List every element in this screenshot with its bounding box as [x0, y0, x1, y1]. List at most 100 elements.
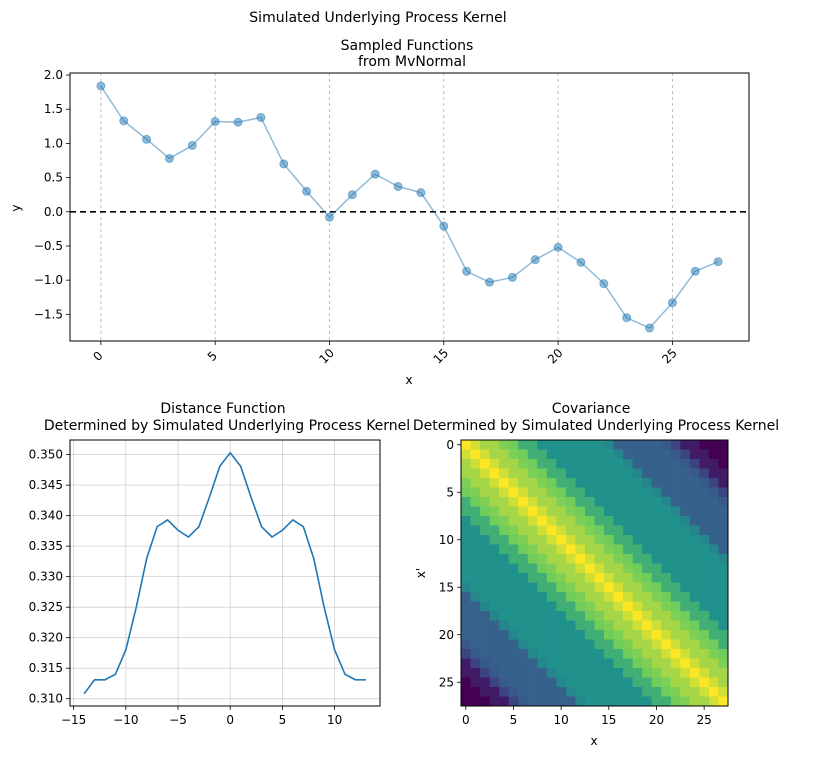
covariance-cell	[480, 478, 491, 488]
covariance-cell	[499, 506, 510, 517]
covariance-cell	[661, 478, 672, 488]
covariance-cell	[480, 544, 491, 555]
covariance-cell	[518, 687, 529, 697]
covariance-cell	[508, 487, 519, 498]
covariance-cell	[518, 658, 529, 669]
covariance-cell	[594, 582, 605, 593]
covariance-cell	[480, 459, 491, 469]
covariance-cell	[613, 573, 624, 583]
covariance-cell	[613, 516, 624, 526]
covariance-cell	[594, 478, 605, 488]
covariance-cell	[480, 668, 491, 678]
covariance-cell	[480, 525, 491, 536]
covariance-cell	[718, 639, 729, 650]
covariance-cell	[546, 658, 557, 669]
covariance-cell	[489, 601, 500, 612]
covariance-cell	[518, 487, 529, 498]
covariance-cell	[613, 620, 624, 631]
covariance-cell	[661, 639, 672, 650]
covariance-cell	[480, 592, 491, 602]
covariance-cell	[670, 478, 681, 488]
covariance-cell	[604, 440, 614, 450]
covariance-cell	[527, 468, 538, 479]
covariance-cell	[527, 459, 538, 469]
covariance-cell	[708, 468, 719, 479]
covariance-cell	[699, 611, 710, 621]
covariance-cell	[680, 563, 691, 574]
covariance-cell	[632, 497, 643, 507]
covariance-cell	[470, 620, 481, 631]
covariance-cell	[632, 440, 643, 450]
covariance-cell	[546, 582, 557, 593]
covariance-cell	[489, 525, 500, 536]
covariance-cell	[604, 544, 614, 555]
covariance-cell	[489, 592, 500, 602]
covariance-cell	[480, 516, 491, 526]
covariance-cell	[518, 468, 529, 479]
covariance-cell	[708, 687, 719, 697]
covariance-cell	[489, 639, 500, 650]
covariance-cell	[670, 601, 681, 612]
covariance-cell	[708, 677, 719, 688]
covariance-cell	[575, 668, 586, 678]
covariance-cell	[594, 658, 605, 669]
sampled-function-point	[645, 323, 655, 333]
covariance-cell	[461, 459, 471, 469]
covariance-cell	[527, 677, 538, 688]
covariance-cell	[642, 563, 653, 574]
covariance-cell	[604, 459, 614, 469]
covariance-cell	[604, 563, 614, 574]
covariance-cell	[680, 601, 691, 612]
covariance-cell	[642, 668, 653, 678]
top-y-tick-label: 0.5	[44, 171, 63, 185]
covariance-cell	[546, 611, 557, 621]
covariance-cell	[489, 668, 500, 678]
covariance-cell	[594, 611, 605, 621]
covariance-cell	[470, 554, 481, 564]
covariance-cell	[632, 630, 643, 640]
covariance-cell	[604, 487, 614, 498]
top-x-tick-label: 10	[316, 346, 337, 367]
covariance-cell	[527, 611, 538, 621]
covariance-cell	[575, 487, 586, 498]
covariance-cell	[680, 649, 691, 659]
covariance-cell	[584, 554, 595, 564]
covariance-cell	[584, 668, 595, 678]
covariance-cell	[546, 639, 557, 650]
covariance-cell	[689, 563, 700, 574]
covariance-cell	[708, 601, 719, 612]
covariance-cell	[546, 440, 557, 450]
covariance-cell	[565, 668, 576, 678]
covariance-cell	[661, 658, 672, 669]
covariance-cell	[642, 592, 653, 602]
top-y-tick-label: −1.0	[34, 273, 63, 287]
covariance-cell	[594, 630, 605, 640]
covariance-cell	[718, 544, 729, 555]
covariance-cell	[604, 696, 614, 707]
covariance-cell	[537, 440, 548, 450]
covariance-cell	[489, 696, 500, 707]
covariance-cell	[661, 554, 672, 564]
covariance-cell	[575, 544, 586, 555]
covariance-cell	[651, 611, 662, 621]
covariance-cell	[699, 649, 710, 659]
covariance-cell	[632, 592, 643, 602]
covariance-cell	[508, 658, 519, 669]
covariance-cell	[499, 544, 510, 555]
top-chart-ylabel: y	[9, 204, 23, 211]
covariance-cell	[584, 582, 595, 593]
covariance-cell	[461, 440, 471, 450]
covariance-cell	[527, 696, 538, 707]
covariance-cell	[699, 573, 710, 583]
covariance-cell	[499, 668, 510, 678]
covariance-cell	[480, 639, 491, 650]
covariance-cell	[699, 544, 710, 555]
covariance-cell	[546, 563, 557, 574]
sampled-function-point	[119, 116, 129, 126]
covariance-cell	[651, 687, 662, 697]
covariance-cell	[680, 630, 691, 640]
covariance-cell	[537, 487, 548, 498]
covariance-cell	[623, 468, 634, 479]
covariance-cell	[556, 554, 567, 564]
covariance-cell	[670, 535, 681, 545]
